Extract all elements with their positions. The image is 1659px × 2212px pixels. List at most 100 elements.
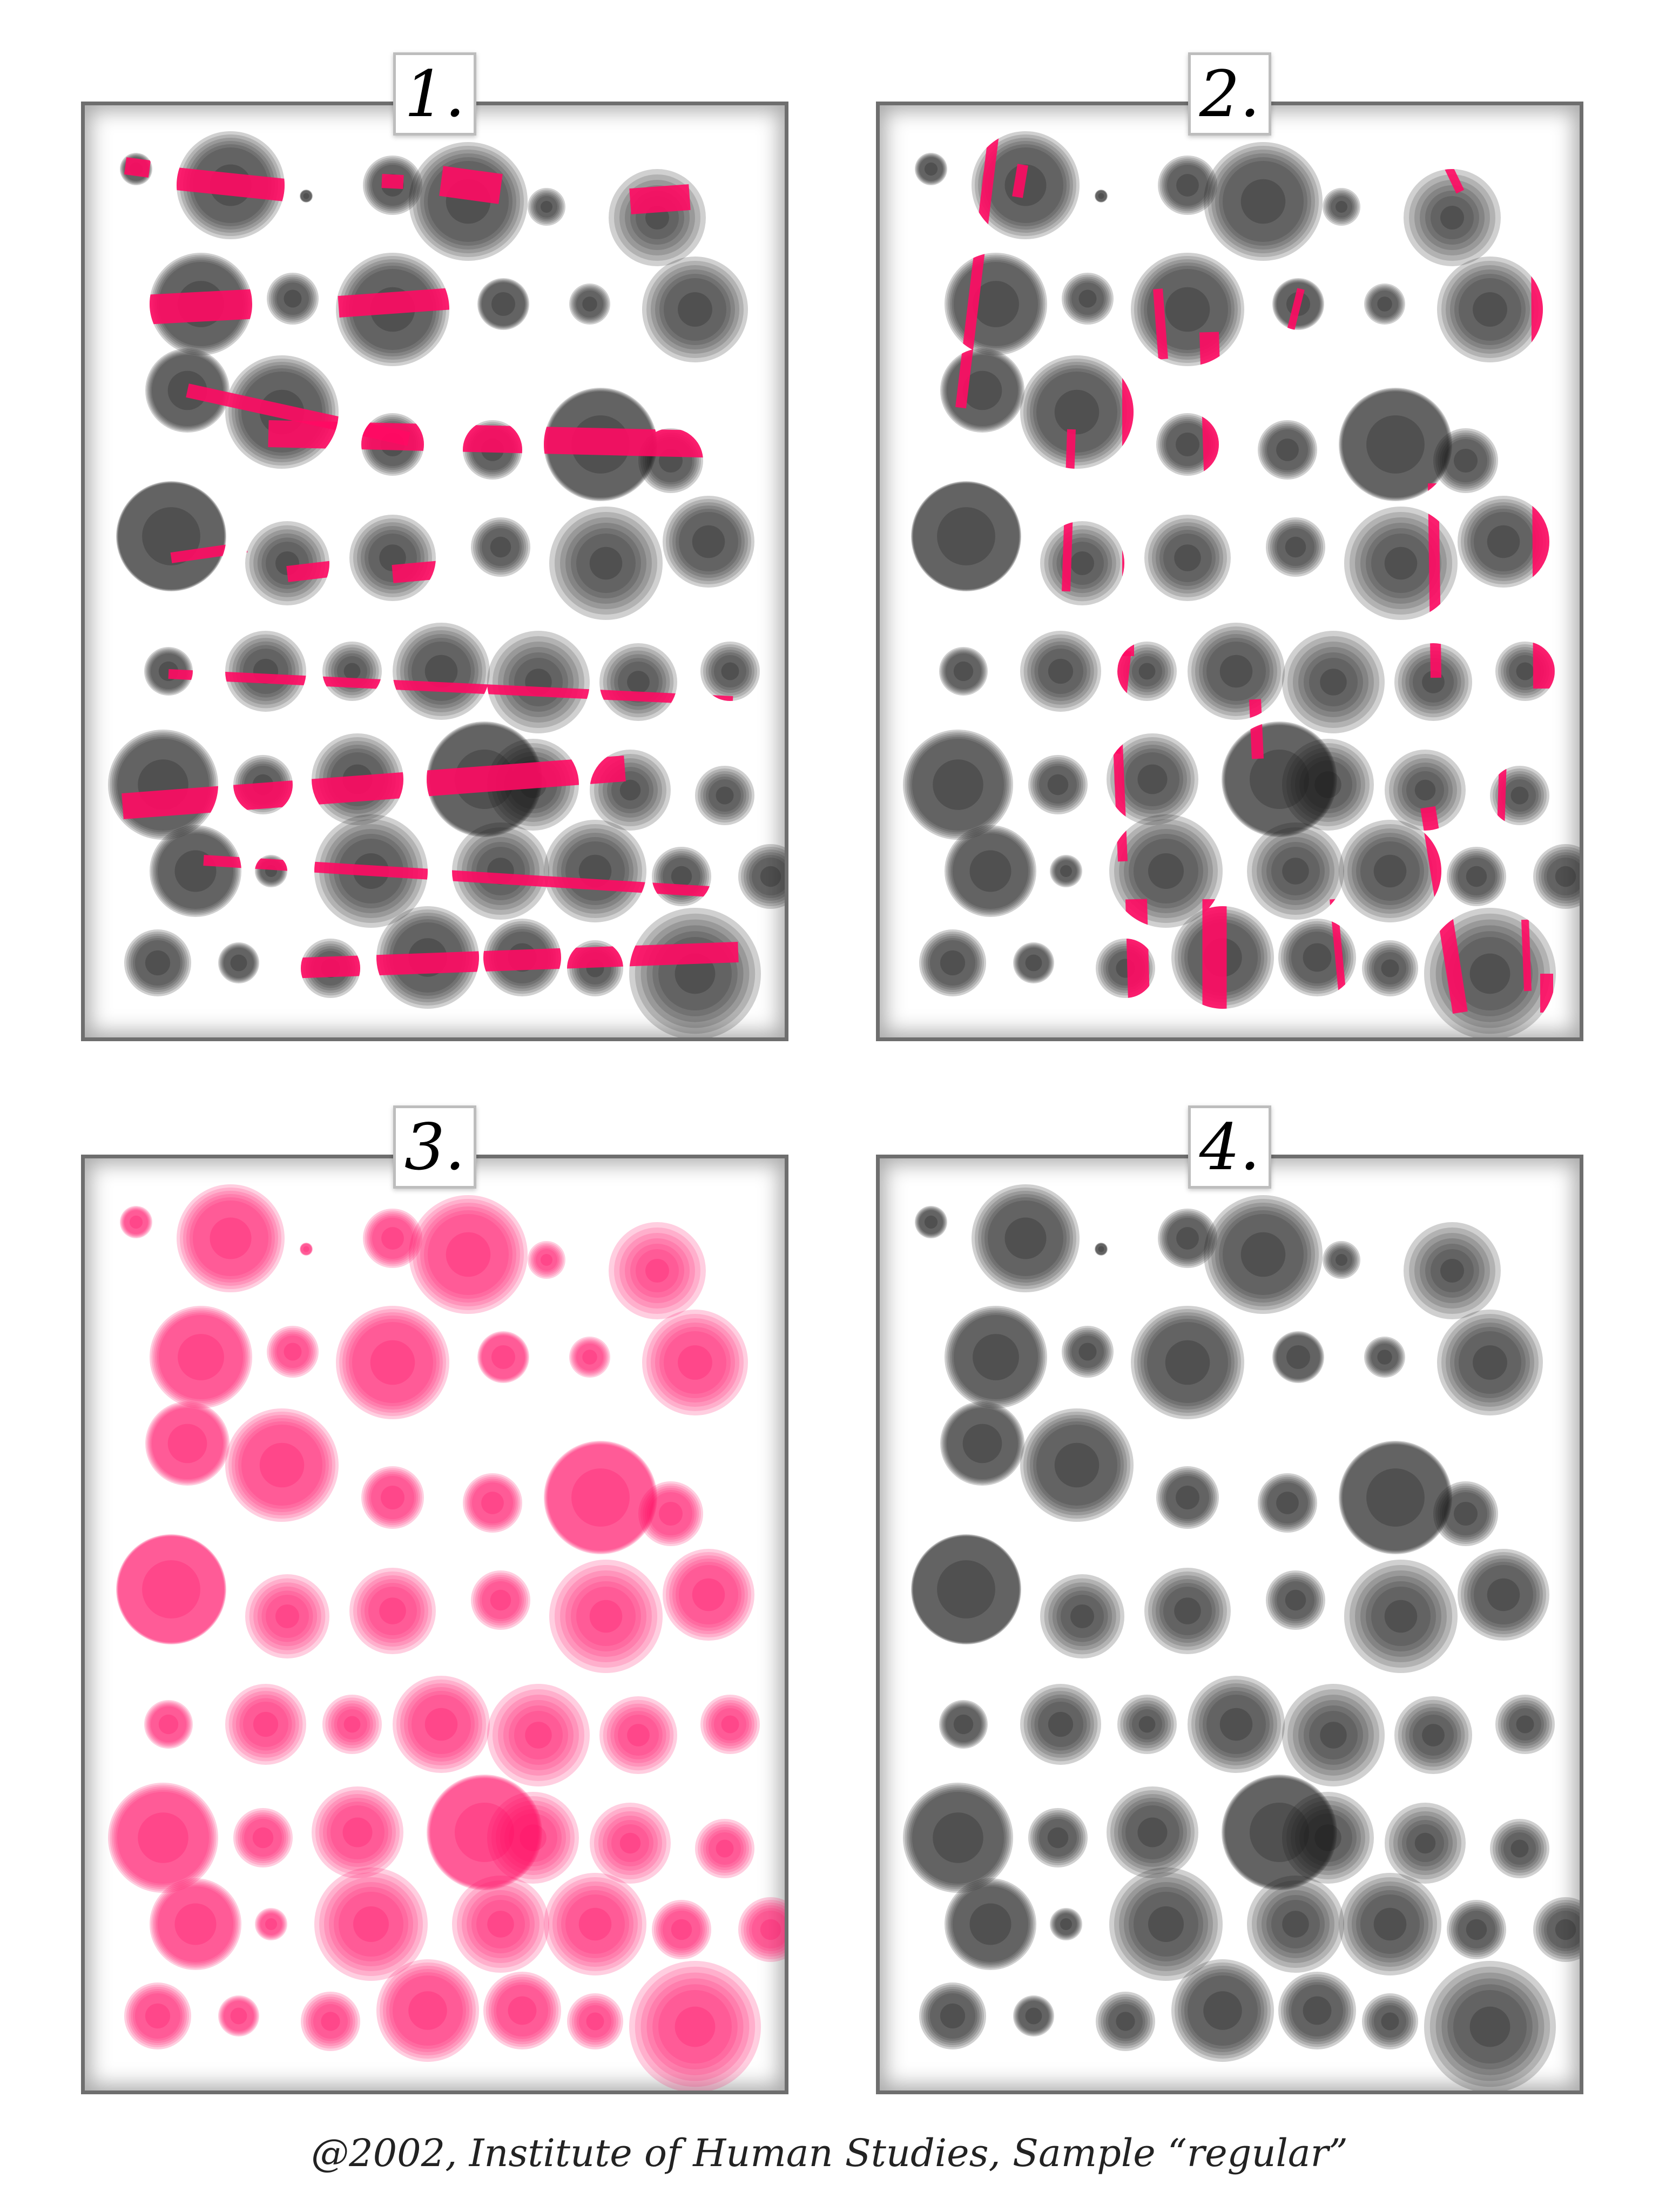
panel-1-circle-3 [300, 190, 313, 203]
panel-2-band-6 [1062, 429, 1076, 592]
panel-3-circle-3 [300, 1243, 313, 1256]
panel-4-circle-23 [1266, 1570, 1325, 1630]
panel-2-circle-47 [919, 929, 986, 996]
panel-4-circle-45 [1447, 1900, 1506, 1959]
panel-3-circle-40 [150, 1878, 241, 1970]
panel-2-circle-24 [1344, 507, 1458, 620]
panel-4-circle-5 [1204, 1195, 1323, 1314]
panel-1-band-6 [149, 289, 253, 325]
panel-1-circle-6 [528, 188, 565, 226]
panel-2-band-16 [1125, 899, 1150, 1002]
panel-3-circle-45 [652, 1900, 711, 1959]
panel-4-circle-8 [945, 1306, 1047, 1408]
panel-2-circle-19 [1433, 428, 1498, 493]
panel-2-circle-40 [945, 825, 1036, 917]
panel-3-circles [108, 1184, 785, 2090]
panel-2-circle-18 [1339, 388, 1452, 501]
panel-2-circle-48 [1013, 942, 1054, 983]
panel-1-circles [108, 131, 785, 1037]
panel-1-circle-53 [629, 908, 761, 1037]
panel-2-circle-44 [1339, 820, 1441, 922]
panel-1-band-9 [268, 420, 723, 458]
panel-3-circle-5 [409, 1195, 528, 1314]
panel-1-band-7 [338, 288, 453, 318]
panel-1-band-13 [168, 669, 733, 706]
panel-3-circle-16 [361, 1466, 424, 1529]
panel-2-circle-2 [972, 131, 1080, 239]
panel-2-circle-26 [939, 647, 988, 696]
panel-3-circle-37 [487, 1792, 579, 1884]
panel-1-circle-44 [544, 820, 646, 922]
panel-2-circle-37 [1282, 739, 1374, 831]
panel-4-circle-15 [1020, 1408, 1134, 1522]
panel-2-circle-3 [1095, 190, 1108, 203]
panel-3-circle-20 [116, 1534, 226, 1644]
panel-2-circle-15 [1020, 355, 1134, 469]
panel-1-circle-39 [695, 766, 754, 825]
panel-4-circle-49 [1096, 1992, 1155, 2051]
panel-3-circle-22 [349, 1568, 436, 1654]
panel-3-circle-29 [393, 1676, 490, 1773]
panel-2-circle-13 [1437, 257, 1543, 362]
panel-3-circle-44 [544, 1873, 646, 1975]
panel-3-circle-23 [471, 1570, 530, 1630]
panel-3-circle-26 [144, 1700, 193, 1749]
panel-1-band-5 [629, 184, 691, 214]
panel-4-circle-47 [919, 1982, 986, 2049]
panel-2-circle-29 [1188, 623, 1285, 720]
panel-3-circle-15 [225, 1408, 339, 1522]
panel-3-circle-18 [544, 1441, 657, 1554]
panel-1-circle-40 [150, 825, 241, 917]
panel-4-circle-48 [1013, 1995, 1054, 2036]
panel-3-circle-43 [452, 1876, 549, 1973]
panel-3-circle-46 [738, 1897, 785, 1962]
panel-3-circle-48 [218, 1995, 259, 2036]
panel-2-band-7 [1109, 650, 1131, 754]
panel-4 [876, 1155, 1583, 2094]
panel-4-circle-3 [1095, 1243, 1108, 1256]
panel-2-band-1 [955, 131, 1001, 409]
panel-4-circle-11 [1272, 1331, 1324, 1383]
panel-4-circle-6 [1323, 1241, 1360, 1279]
panel-2-circle-10 [1131, 253, 1244, 366]
panel-2-band-20 [1521, 919, 1532, 992]
panel-4-circle-52 [1362, 1993, 1418, 2049]
panel-1-band-4 [439, 166, 503, 204]
panel-1-circle-9 [267, 273, 319, 325]
panel-2-circle-21 [1040, 521, 1124, 605]
panel-1-circle-23 [471, 517, 530, 577]
panel-4-circle-14 [940, 1401, 1024, 1486]
panel-1-circle-28 [322, 642, 382, 701]
panel-4-circle-43 [1247, 1876, 1344, 1973]
panel-4-circles [903, 1184, 1580, 2090]
panel-3-circle-17 [463, 1473, 522, 1533]
panel-1-figure [108, 131, 785, 1037]
panel-4-circle-7 [1404, 1222, 1501, 1319]
panel-4-circle-20 [911, 1534, 1021, 1644]
panel-4-circle-12 [1364, 1337, 1405, 1378]
panel-1-circle-20 [116, 481, 226, 591]
panel-2-band-5 [1153, 288, 1168, 360]
panel-3-circle-35 [312, 1786, 403, 1878]
panel-2-circles [903, 131, 1580, 1037]
panel-2-band-13 [1249, 699, 1264, 759]
panel-4-circle-21 [1040, 1574, 1124, 1658]
panel-3-circle-51 [483, 1972, 561, 2049]
panel-1-circle-22 [349, 515, 436, 601]
panel-1-circle-48 [218, 942, 259, 983]
panel-1-label: 1. [393, 52, 476, 136]
panel-4-circle-34 [1028, 1808, 1088, 1867]
panel-2-circle-27 [1020, 631, 1101, 712]
panel-2-circle-52 [1362, 940, 1418, 996]
panel-3-circle-1 [120, 1206, 152, 1238]
panel-2-circle-41 [1050, 855, 1082, 887]
panel-3-circle-24 [549, 1560, 663, 1673]
panel-3-circle-31 [599, 1696, 677, 1774]
panel-3-circle-10 [336, 1306, 449, 1419]
panel-3-circle-7 [609, 1222, 706, 1319]
panel-2-circle-8 [945, 253, 1047, 355]
panel-3-circle-32 [700, 1695, 760, 1754]
panel-2-circle-7 [1404, 169, 1501, 266]
panel-2-band-3 [1530, 131, 1555, 689]
panel-3-circle-13 [642, 1310, 748, 1415]
